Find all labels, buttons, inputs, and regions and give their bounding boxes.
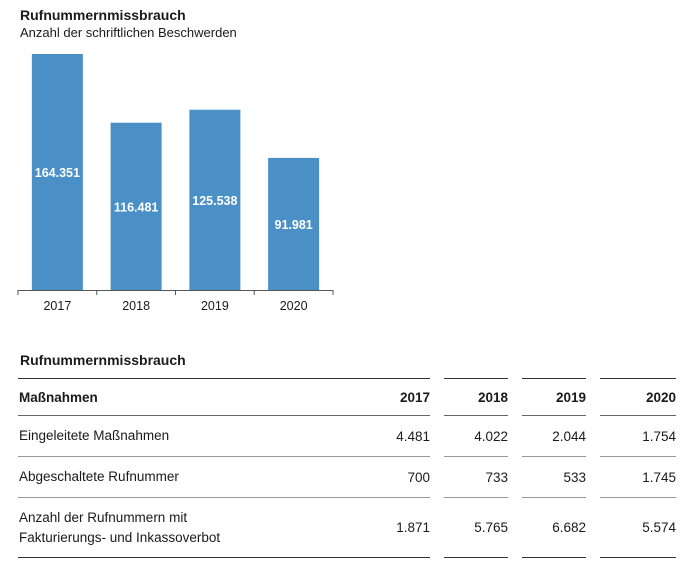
- x-tick-label: 2020: [280, 299, 308, 313]
- bar-2018: [110, 122, 162, 290]
- x-tick-label: 2018: [122, 299, 150, 313]
- cell-value: 533: [522, 456, 586, 498]
- cell-gap: [508, 457, 522, 498]
- cell-value: 700: [336, 456, 430, 498]
- cell-gap: [586, 498, 600, 558]
- bar-2020: [268, 157, 320, 290]
- x-tick-label: 2019: [201, 299, 229, 313]
- table-header-row: Maßnahmen 2017 2018 2019 2020: [18, 378, 676, 416]
- cell-value: 4.022: [444, 415, 508, 457]
- cell-gap: [586, 457, 600, 498]
- cell-gap: [430, 416, 444, 457]
- bar-chart: 164.351 2017 116.481 2018 125.538 2019 91.981 2…: [17, 54, 334, 313]
- row-label: Anzahl der Rufnummern mit Fakturierungs-…: [18, 497, 336, 558]
- row-label-line: Anzahl der Rufnummern mit: [19, 509, 188, 525]
- row-label: Eingeleitete Maßnahmen: [18, 415, 336, 457]
- cell-value: 6.682: [522, 497, 586, 558]
- table-row: Eingeleitete Maßnahmen 4.481 4.022 2.044…: [18, 415, 676, 457]
- header-year-2020: 2020: [600, 378, 676, 416]
- cell-value: 5.574: [600, 497, 676, 558]
- bar-value-label: 125.538: [192, 194, 237, 208]
- bar-2017: [31, 54, 83, 290]
- bar-value-label: 164.351: [35, 166, 80, 180]
- header-year-2018: 2018: [444, 378, 508, 416]
- cell-value: 2.044: [522, 415, 586, 457]
- cell-value: 5.765: [444, 497, 508, 558]
- x-tick-label: 2017: [43, 299, 71, 313]
- cell-gap: [430, 457, 444, 498]
- cell-gap: [508, 416, 522, 457]
- cell-gap: [508, 498, 522, 558]
- bar-value-label: 91.981: [275, 218, 313, 232]
- cell-value: 1.871: [336, 497, 430, 558]
- cell-value: 1.754: [600, 415, 676, 457]
- header-year-2017: 2017: [336, 378, 430, 416]
- table-row: Abgeschaltete Rufnummer 700 733 533 1.74…: [18, 456, 676, 498]
- cell-gap: [586, 416, 600, 457]
- bar-value-label: 116.481: [114, 200, 159, 214]
- cell-value: 733: [444, 456, 508, 498]
- header-measures: Maßnahmen: [18, 378, 336, 416]
- chart-subtitle: Anzahl der schriftlichen Beschwerden: [20, 25, 237, 40]
- table-title: Rufnummernmissbrauch: [20, 352, 186, 368]
- header-year-2019: 2019: [522, 378, 586, 416]
- cell-gap: [430, 498, 444, 558]
- cell-value: 4.481: [336, 415, 430, 457]
- bar-2019: [189, 109, 241, 290]
- cell-value: 1.745: [600, 456, 676, 498]
- header-gap: [430, 379, 444, 416]
- row-label: Abgeschaltete Rufnummer: [18, 456, 336, 498]
- header-gap: [508, 379, 522, 416]
- table-row: Anzahl der Rufnummern mit Fakturierungs-…: [18, 497, 676, 558]
- chart-title: Rufnummernmissbrauch: [20, 7, 186, 23]
- header-gap: [586, 379, 600, 416]
- measures-table: Maßnahmen 2017 2018 2019 2020 Eingeleite…: [18, 378, 676, 558]
- row-label-line: Fakturierungs- und Inkassoverbot: [19, 529, 221, 545]
